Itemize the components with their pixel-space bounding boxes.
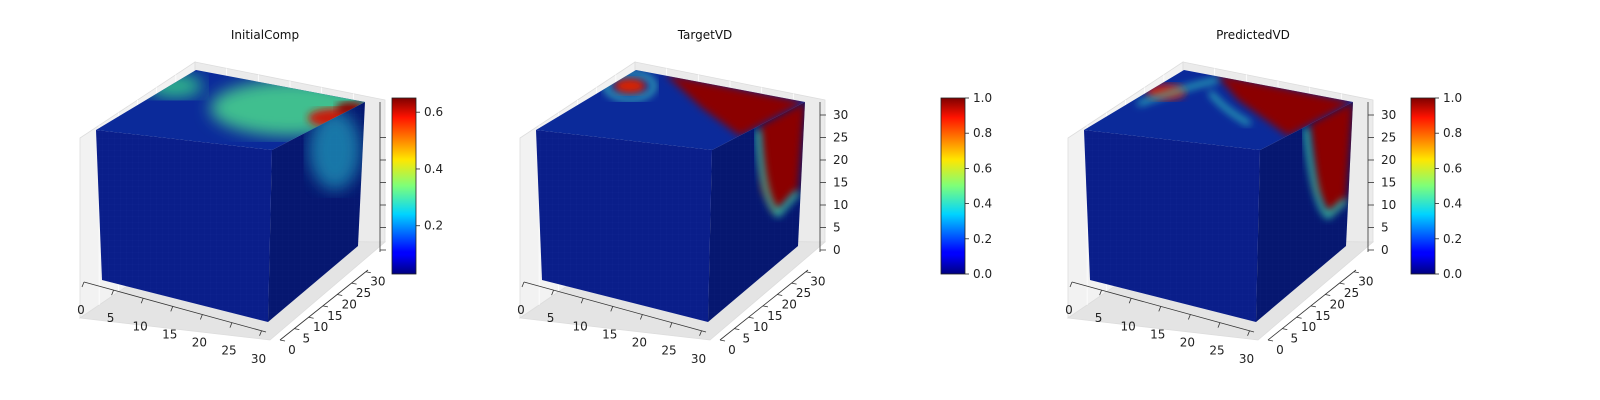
y-tick-label: 0 [728, 343, 736, 357]
z-tick-label: 15 [833, 176, 848, 190]
colorbar-tick-label: 0.2 [424, 219, 443, 233]
side-face-field [309, 110, 361, 190]
y-tick-label: 20 [782, 297, 797, 311]
x-tick-label: 15 [162, 327, 177, 341]
z-tick-label: 0 [1381, 243, 1389, 257]
side-face-field [755, 102, 805, 218]
panel-title: TargetVD [677, 28, 733, 42]
panel-title: InitialComp [231, 28, 299, 42]
x-tick-label: 20 [192, 336, 207, 350]
z-tick-label: 10 [1381, 198, 1396, 212]
y-tick-label: 5 [302, 332, 310, 346]
colorbar-tick-label: 0.2 [1443, 232, 1462, 246]
z-tick-label: 5 [1381, 221, 1389, 235]
x-tick-label: 10 [1121, 319, 1136, 333]
x-tick-label: 10 [133, 319, 148, 333]
colorbar-tick-label: 0.0 [1443, 267, 1462, 281]
y-tick-label: 15 [767, 309, 782, 323]
colorbar-tick-label: 0.0 [973, 267, 992, 281]
x-tick-label: 30 [691, 352, 706, 366]
y-tick-label: 5 [1290, 332, 1298, 346]
colorbar-tick-label: 0.4 [973, 197, 992, 211]
x-tick-label: 0 [1065, 303, 1073, 317]
panel-targetvd: TargetVD05101520253005101520253005101520… [517, 28, 992, 366]
y-tick-label: 0 [288, 343, 296, 357]
z-tick-label: 10 [833, 198, 848, 212]
z-tick-label: 5 [833, 221, 841, 235]
y-tick-label: 30 [1358, 275, 1373, 289]
x-tick-label: 5 [1095, 311, 1103, 325]
z-tick-label: 30 [833, 108, 848, 122]
panel-initialcomp: InitialComp0510152025300510152025300.20.… [77, 28, 443, 366]
y-tick-label: 10 [1301, 320, 1316, 334]
x-tick-label: 20 [1180, 336, 1195, 350]
y-tick-label: 25 [796, 286, 811, 300]
panel-predictedvd: PredictedVD05101520253005101520253005101… [1065, 28, 1462, 366]
colorbar-tick-label: 0.8 [973, 126, 992, 140]
y-tick-label: 30 [370, 275, 385, 289]
y-tick-label: 15 [1315, 309, 1330, 323]
x-tick-label: 10 [573, 319, 588, 333]
colorbar-tick-label: 0.4 [424, 162, 443, 176]
colorbar-tick-label: 0.8 [1443, 126, 1462, 140]
x-tick-label: 5 [107, 311, 115, 325]
x-tick-label: 25 [1209, 344, 1224, 358]
x-tick-label: 25 [661, 344, 676, 358]
colorbar-tick-label: 0.4 [1443, 197, 1462, 211]
z-tick-label: 15 [1381, 176, 1396, 190]
x-tick-label: 25 [221, 344, 236, 358]
colorbar-tick-label: 1.0 [973, 91, 992, 105]
side-face-field [1303, 102, 1353, 220]
colorbar [1410, 97, 1436, 275]
z-tick-label: 30 [1381, 108, 1396, 122]
colorbar-tick-label: 0.6 [1443, 161, 1462, 175]
x-tick-label: 0 [517, 303, 525, 317]
x-tick-label: 15 [602, 327, 617, 341]
colorbar-tick-label: 0.6 [973, 161, 992, 175]
z-tick-label: 25 [833, 131, 848, 145]
y-tick-label: 30 [810, 275, 825, 289]
y-tick-label: 20 [342, 297, 357, 311]
x-tick-label: 30 [1239, 352, 1254, 366]
panel-title: PredictedVD [1216, 28, 1290, 42]
x-tick-label: 0 [77, 303, 85, 317]
y-tick-label: 0 [1276, 343, 1284, 357]
top-face-field [1137, 74, 1353, 136]
colorbar-tick-label: 0.6 [424, 105, 443, 119]
z-tick-label: 20 [833, 153, 848, 167]
y-tick-label: 25 [356, 286, 371, 300]
x-tick-label: 20 [632, 336, 647, 350]
colorbar [940, 97, 966, 275]
y-tick-label: 20 [1330, 297, 1345, 311]
colorbar [391, 97, 417, 275]
z-tick-label: 20 [1381, 153, 1396, 167]
colorbar-tick-label: 0.2 [973, 232, 992, 246]
y-tick-label: 25 [1344, 286, 1359, 300]
x-tick-label: 30 [251, 352, 266, 366]
y-tick-label: 5 [742, 332, 750, 346]
colorbar-tick-label: 1.0 [1443, 91, 1462, 105]
x-tick-label: 15 [1150, 327, 1165, 341]
x-tick-label: 5 [547, 311, 555, 325]
y-tick-label: 15 [327, 309, 342, 323]
y-tick-label: 10 [753, 320, 768, 334]
z-tick-label: 25 [1381, 131, 1396, 145]
y-tick-label: 10 [313, 320, 328, 334]
z-tick-label: 0 [833, 243, 841, 257]
